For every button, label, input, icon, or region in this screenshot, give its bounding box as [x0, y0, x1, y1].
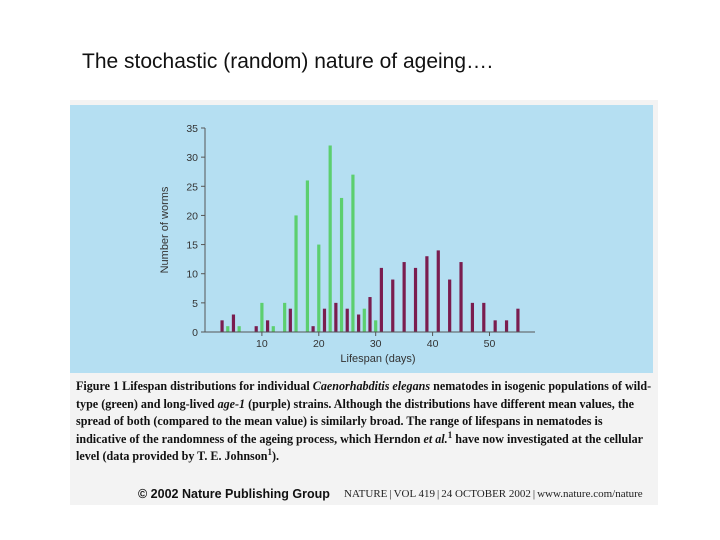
age-1-bar [322, 308, 327, 332]
x-tick-label: 40 [427, 338, 439, 350]
x-tick-label: 20 [313, 338, 325, 350]
age-1-bar [345, 308, 349, 332]
caption-strain: age-1 [217, 396, 246, 411]
y-tick-label: 25 [186, 181, 198, 193]
plot-background [70, 105, 653, 373]
age-1-bar [425, 256, 429, 332]
journal-date: 24 OCTOBER 2002 [441, 488, 531, 500]
age-1-bar [413, 267, 418, 332]
age-1-bar [402, 262, 406, 332]
caption-part5: ). [272, 449, 280, 464]
age-1-bar [254, 326, 258, 332]
caption-prefix: Figure 1 Lifespan distributions for indi… [76, 379, 310, 393]
y-axis-label: Number of worms [159, 186, 171, 273]
age-1-bar [504, 320, 509, 332]
journal-name: NATURE [344, 488, 388, 500]
y-tick-label: 30 [186, 152, 198, 164]
y-tick-label: 5 [192, 298, 198, 310]
age-1-bar [391, 279, 395, 332]
copyright-notice: © 2002 Nature Publishing Group [138, 487, 330, 501]
caption-part4: have now investigated at the cellular le… [76, 431, 643, 464]
journal-url: www.nature.com/nature [537, 488, 643, 500]
age-1-bar [459, 262, 463, 332]
y-tick-label: 35 [186, 123, 198, 135]
age-1-bar [231, 314, 236, 332]
x-axis-label: Lifespan (days) [340, 353, 415, 365]
age-1-bar [493, 320, 497, 332]
y-tick-label: 20 [186, 210, 198, 222]
wild-type-bar [260, 302, 264, 332]
wild-type-bar [294, 215, 298, 332]
caption-et-al: et al. [423, 431, 448, 446]
lifespan-histogram: 0 5 10 15 20 25 30 35 10 20 30 40 50 Number of worms… [159, 123, 535, 365]
x-tick-label: 10 [256, 338, 268, 350]
age-1-bar [288, 308, 292, 332]
wild-type-bar [305, 180, 310, 332]
age-1-bar [357, 314, 361, 332]
journal-citation: NATURE | VOL 419 | 24 OCTOBER 2002 | www.natur… [344, 488, 643, 500]
wild-type-bar [328, 145, 332, 332]
caption-species: Caenorhabditis elegans [312, 379, 431, 393]
caption-part2: nematodes in isogenic populations of wil… [76, 379, 652, 411]
age-1-bar [470, 302, 475, 332]
wild-type-bar [283, 302, 287, 332]
y-tick-label: 10 [186, 269, 198, 281]
age-1-bar [482, 302, 486, 332]
slide-title: The stochastic (random) nature of ageing… [82, 50, 493, 73]
wild-type-bar [271, 326, 275, 332]
wild-type-bar [237, 326, 241, 332]
y-tick-label: 15 [186, 240, 198, 252]
age-1-bar [516, 308, 520, 332]
wild-type-bar [226, 326, 230, 332]
caption-ref-2: 1 [267, 447, 273, 458]
wild-type-bar [317, 244, 321, 332]
caption-ref-1: 1 [447, 429, 453, 440]
age-1-bar [436, 250, 440, 332]
figure-caption: Figure 1 Lifespan distributions for indi… [76, 378, 652, 466]
x-tick-label: 30 [370, 338, 382, 350]
journal-volume: VOL 419 [393, 488, 436, 500]
age-1-bar [379, 267, 383, 332]
wild-type-bar [339, 197, 344, 332]
wild-type-bar [362, 308, 366, 332]
wild-type-bar [351, 174, 355, 332]
age-1-bar [448, 279, 452, 332]
age-1-bar [311, 326, 315, 332]
age-1-bar [334, 302, 338, 332]
caption-part3: (purple) strains. Although the distribut… [76, 396, 634, 446]
age-1-bar [265, 320, 270, 332]
age-1-bar [368, 297, 372, 332]
y-tick-label: 0 [192, 327, 198, 339]
bars-layer [220, 145, 520, 332]
wild-type-bar [374, 320, 378, 332]
age-1-bar [220, 320, 224, 332]
axes-layer: 0 5 10 15 20 25 30 35 10 20 30 40 50 [186, 123, 535, 350]
x-tick-label: 50 [484, 338, 496, 350]
